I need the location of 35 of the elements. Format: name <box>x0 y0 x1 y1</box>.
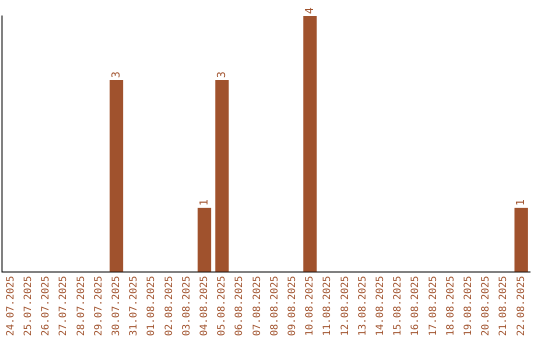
x-tick-label: 07.08.2025 <box>252 276 263 336</box>
x-tick-label: 26.07.2025 <box>40 276 52 336</box>
x-tick-label: 25.07.2025 <box>22 276 34 336</box>
x-tick-label: 31.07.2025 <box>128 276 140 336</box>
x-tick-label: 14.08.2025 <box>374 276 386 336</box>
x-tick-label: 16.08.2025 <box>410 276 422 336</box>
x-tick-label: 12.08.2025 <box>340 276 351 336</box>
x-tick-label: 20.08.2025 <box>480 276 492 336</box>
x-tick-label: 24.07.2025 <box>5 276 16 336</box>
x-tick-label: 08.08.2025 <box>269 276 280 336</box>
x-tick-label: 01.08.2025 <box>146 276 158 336</box>
x-tick-label: 17.08.2025 <box>428 276 439 336</box>
x-tick-label: 03.08.2025 <box>181 276 192 336</box>
data-label: 1 <box>197 199 210 206</box>
x-tick-label: 11.08.2025 <box>322 276 334 336</box>
data-label: 1 <box>514 199 528 206</box>
x-tick-label: 28.07.2025 <box>76 276 87 336</box>
data-label: 4 <box>302 7 316 14</box>
x-tick-label: 18.08.2025 <box>445 276 456 336</box>
x-tick-label: 19.08.2025 <box>462 276 474 336</box>
x-tick-label: 15.08.2025 <box>392 276 404 336</box>
x-tick-label: 13.08.2025 <box>357 276 368 336</box>
x-tick-label: 29.07.2025 <box>93 276 104 336</box>
x-tick-label: 05.08.2025 <box>216 276 228 336</box>
x-tick-label: 27.07.2025 <box>58 276 70 336</box>
x-tick-label: 06.08.2025 <box>234 276 246 336</box>
x-tick-label: 21.08.2025 <box>498 276 510 336</box>
x-tick-label: 09.08.2025 <box>286 276 298 336</box>
x-tick-label: 04.08.2025 <box>198 276 210 336</box>
x-tick-label: 10.08.2025 <box>304 276 316 336</box>
x-tick-label: 30.07.2025 <box>110 276 122 336</box>
x-tick-label: 22.08.2025 <box>516 276 527 336</box>
x-tick-label: 02.08.2025 <box>164 276 175 336</box>
data-label: 3 <box>214 71 228 78</box>
data-label: 3 <box>109 71 122 78</box>
